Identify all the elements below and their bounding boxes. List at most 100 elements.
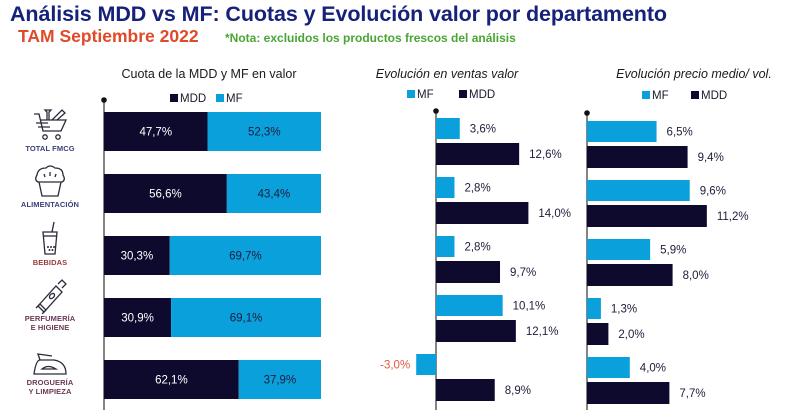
share-label-mdd-drogueria: 62,1% — [155, 375, 188, 387]
axis-cap — [101, 97, 107, 103]
share-bar-mdd-perfumeria — [104, 298, 172, 337]
c2-bar-mf-drogueria — [416, 354, 436, 375]
c2-bar-mf-alimentacion — [436, 177, 455, 198]
share-bar-mdd-bebidas — [104, 236, 170, 275]
category-perfumeria: PERFUMERÍA E HIGIENE — [0, 278, 100, 332]
c2-label-mdd-perfumeria: 12,1% — [526, 326, 559, 338]
share-chart-title: Cuota de la MDD y MF en valor — [121, 67, 296, 81]
c2-bar-mf-perfumeria — [436, 295, 503, 316]
legend-label-mdd: MDD — [469, 89, 495, 101]
price-chart-title: Evolución precio medio/ vol. — [616, 67, 772, 81]
share-bar-mdd-total-fmcg — [104, 112, 208, 151]
share-chart: Cuota de la MDD y MF en valor MDD MF 47,… — [101, 67, 321, 410]
share-label-mf-total-fmcg: 52,3% — [248, 127, 281, 139]
share-bar-mf-bebidas — [169, 236, 321, 275]
category-label: Y LIMPIEZA — [28, 387, 72, 396]
c3-bar-mdd-drogueria — [587, 382, 670, 404]
iron-icon — [33, 353, 67, 375]
period-subtitle: TAM Septiembre 2022 — [18, 26, 199, 46]
axis-cap — [584, 110, 590, 116]
sales-chart-title: Evolución en ventas valor — [376, 67, 519, 81]
sales-evolution-chart: Evolución en ventas valor MF MDD 3,6% 12,… — [376, 67, 571, 410]
tube-icon — [35, 279, 67, 314]
c3-label-mdd-bebidas: 8,0% — [683, 270, 709, 282]
c2-label-mf-alimentacion: 2,8% — [464, 183, 490, 195]
legend-label-mdd: MDD — [180, 93, 206, 105]
share-label-mdd-alimentacion: 56,6% — [149, 189, 182, 201]
share-bar-mf-alimentacion — [226, 174, 321, 213]
c3-bar-mf-total-fmcg — [587, 121, 657, 142]
c2-bar-mf-bebidas — [436, 236, 455, 257]
c3-label-mdd-perfumeria: 2,0% — [618, 329, 644, 341]
c3-bar-mf-drogueria — [587, 357, 630, 378]
legend-swatch-mf — [642, 91, 650, 99]
c2-bar-mdd-total-fmcg — [436, 143, 520, 165]
c2-label-mf-drogueria: -3,0% — [380, 360, 410, 372]
drink-cup-icon — [42, 221, 58, 255]
category-label: BEBIDAS — [32, 258, 68, 267]
c3-label-mdd-drogueria: 7,7% — [679, 388, 705, 400]
share-label-mf-alimentacion: 43,4% — [258, 189, 291, 201]
c3-label-mf-alimentacion: 9,6% — [700, 186, 726, 198]
c3-bar-mf-alimentacion — [587, 180, 690, 201]
legend-label-mf: MF — [226, 93, 243, 105]
category-total-fmcg: TOTAL FMCG — [0, 106, 100, 153]
shopping-cart-icon — [34, 109, 68, 140]
legend-swatch-mdd — [459, 90, 467, 98]
c2-label-mdd-total-fmcg: 12,6% — [529, 149, 562, 161]
legend-swatch-mf — [216, 94, 224, 102]
share-bar-mf-drogueria — [238, 360, 321, 399]
c2-bar-mdd-drogueria — [436, 379, 495, 401]
c3-bar-mf-perfumeria — [587, 298, 601, 319]
share-bar-mdd-drogueria — [104, 360, 239, 399]
legend-label-mdd: MDD — [701, 90, 727, 102]
c2-bar-mdd-bebidas — [436, 261, 501, 283]
category-label: TOTAL FMCG — [25, 144, 75, 153]
share-label-mdd-bebidas: 30,3% — [121, 251, 154, 263]
category-bebidas: BEBIDAS — [0, 220, 100, 267]
share-bar-mf-perfumeria — [171, 298, 321, 337]
c3-bar-mdd-bebidas — [587, 264, 673, 286]
c3-label-mf-total-fmcg: 6,5% — [667, 127, 693, 139]
footnote: *Nota: excluidos los productos frescos d… — [225, 31, 516, 45]
c3-bar-mdd-total-fmcg — [587, 146, 688, 168]
legend-swatch-mf — [407, 90, 415, 98]
price-evolution-chart: Evolución precio medio/ vol. MF MDD 6,5%… — [584, 67, 772, 410]
c3-bar-mf-bebidas — [587, 239, 651, 260]
legend-swatch-mdd — [691, 91, 699, 99]
category-label: ALIMENTACIÓN — [20, 200, 80, 209]
c3-label-mf-bebidas: 5,9% — [660, 245, 686, 257]
c2-label-mf-perfumeria: 10,1% — [513, 301, 546, 313]
category-alimentacion: ALIMENTACIÓN — [0, 162, 100, 209]
category-label: DROGUERÍA — [26, 378, 74, 387]
share-label-mdd-total-fmcg: 47,7% — [139, 127, 172, 139]
category-label: PERFUMERÍA — [24, 314, 76, 323]
c3-bar-mdd-perfumeria — [587, 323, 609, 345]
muffin-icon — [35, 165, 65, 197]
share-bar-mf-total-fmcg — [207, 112, 321, 151]
c2-bar-mdd-perfumeria — [436, 320, 516, 342]
legend-swatch-mdd — [170, 94, 178, 102]
c2-bar-mf-total-fmcg — [436, 118, 460, 139]
c3-label-mdd-total-fmcg: 9,4% — [698, 152, 724, 164]
share-label-mf-bebidas: 69,7% — [229, 251, 262, 263]
category-label: E HIGIENE — [30, 323, 70, 332]
c3-label-mf-perfumeria: 1,3% — [611, 304, 637, 316]
share-label-mf-perfumeria: 69,1% — [230, 313, 263, 325]
page-title: Análisis MDD vs MF: Cuotas y Evolución v… — [10, 2, 667, 26]
share-label-mdd-perfumeria: 30,9% — [121, 313, 154, 325]
c2-label-mdd-bebidas: 9,7% — [510, 267, 536, 279]
legend-label-mf: MF — [652, 90, 669, 102]
share-bar-mdd-alimentacion — [104, 174, 227, 213]
c3-label-mdd-alimentacion: 11,2% — [717, 211, 749, 223]
legend-label-mf: MF — [417, 89, 434, 101]
c3-bar-mdd-alimentacion — [587, 205, 707, 227]
c2-label-mf-total-fmcg: 3,6% — [470, 124, 496, 136]
category-drogueria: DROGUERÍA Y LIMPIEZA — [0, 352, 100, 396]
c2-label-mf-bebidas: 2,8% — [464, 242, 490, 254]
axis-cap — [433, 108, 439, 114]
c2-label-mdd-drogueria: 8,9% — [505, 385, 531, 397]
c2-bar-mdd-alimentacion — [436, 202, 529, 224]
c3-label-mf-drogueria: 4,0% — [640, 363, 666, 375]
